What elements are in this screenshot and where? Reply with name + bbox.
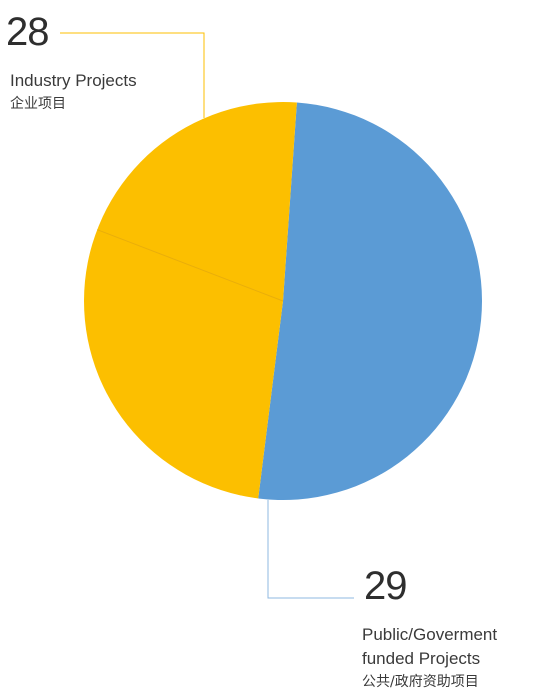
industry-value-label: 28 — [6, 10, 49, 54]
slice-divider-line — [97, 229, 284, 302]
public-leader-line — [267, 500, 354, 599]
pie-slices — [84, 102, 483, 501]
industry-label-zh: 企业项目 — [10, 96, 66, 112]
industry-leader-line — [60, 32, 205, 118]
pie-slice-industry — [84, 102, 297, 499]
public-label-en-line2: funded Projects — [362, 649, 481, 668]
pie-slice-public — [258, 102, 483, 501]
industry-label-en: Industry Projects — [10, 71, 137, 90]
public-label-zh: 公共/政府资助项目 — [362, 674, 479, 690]
public-label-en-line1: Public/Goverment — [362, 625, 498, 644]
public-value-label: 29 — [364, 564, 407, 608]
